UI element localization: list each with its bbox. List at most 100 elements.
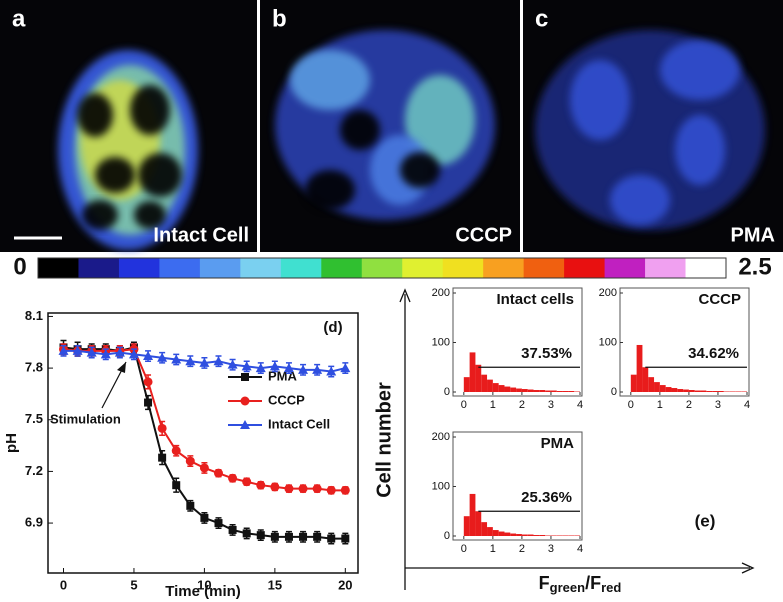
colorbar-cell	[78, 258, 120, 278]
histogram-bar	[463, 377, 470, 392]
x-axis-label-part: /F	[585, 573, 601, 593]
data-point	[284, 532, 293, 541]
x-tick-label: 4	[577, 399, 583, 411]
y-tick-label: 200	[432, 431, 450, 443]
histogram-bar	[492, 530, 499, 536]
micrographs	[0, 0, 783, 252]
histogram-bar	[475, 364, 482, 392]
data-point	[171, 354, 182, 364]
cell-signal	[134, 201, 166, 229]
histogram-bar	[694, 390, 701, 392]
colorbar-cell	[280, 258, 322, 278]
data-point	[114, 347, 125, 357]
data-point	[157, 352, 168, 362]
panel-caption: Intact Cell	[153, 224, 249, 246]
data-point	[256, 531, 265, 540]
data-point	[214, 468, 223, 478]
panel-letter: a	[12, 5, 26, 32]
colorbar-tick: 2.5	[738, 253, 771, 280]
axis-arrow	[405, 562, 755, 574]
y-tick-label: 100	[599, 336, 617, 348]
data-point	[143, 351, 154, 361]
histogram-bar	[648, 377, 655, 392]
data-point	[200, 513, 209, 522]
colorbar-cell	[442, 258, 484, 278]
data-point	[227, 359, 238, 369]
histogram-bar	[516, 388, 522, 392]
histogram-bar	[642, 367, 649, 392]
histogram-bar	[568, 391, 575, 392]
x-axis-label-part: F	[539, 573, 550, 593]
x-tick-label: 0	[628, 399, 634, 411]
data-point	[298, 364, 309, 374]
data-point	[199, 357, 210, 367]
x-tick-label: 4	[744, 399, 750, 411]
y-tick-label: 7.2	[25, 463, 43, 478]
histogram-bar	[504, 532, 511, 536]
y-tick-label: 0	[444, 386, 450, 398]
data-point	[242, 529, 251, 538]
x-tick-label: 4	[577, 543, 583, 555]
colorbar-cell	[685, 258, 727, 278]
histogram-bar	[510, 533, 517, 536]
panel-label: (d)	[323, 319, 342, 336]
cell-signal	[660, 40, 740, 100]
histogram-bar	[683, 389, 689, 392]
data-point	[185, 356, 196, 366]
x-tick-label: 3	[548, 399, 554, 411]
colorbar-tick: 0	[13, 253, 26, 280]
colorbar-cell	[240, 258, 282, 278]
x-tick-label: 2	[686, 399, 692, 411]
data-point	[199, 463, 209, 473]
data-point	[284, 484, 294, 494]
x-axis-label-part: green	[550, 580, 585, 595]
histogram-bar	[469, 352, 476, 392]
data-point	[58, 345, 69, 355]
histogram-bar	[533, 390, 540, 392]
annotation-arrowhead	[117, 362, 126, 373]
cell-signal	[95, 157, 135, 193]
y-tick-label: 0	[444, 530, 450, 542]
colorbar-cell	[38, 258, 79, 278]
cell-signal	[290, 50, 370, 110]
colorbar-frame	[37, 257, 727, 279]
histogram-bar	[671, 388, 678, 392]
colorbar-cell	[402, 258, 444, 278]
histogram-bar	[521, 534, 528, 536]
data-point	[144, 398, 153, 407]
data-point	[312, 484, 322, 494]
panel-letter: c	[535, 5, 548, 32]
cell-signal	[130, 85, 170, 135]
legend-marker	[240, 396, 250, 406]
x-tick-label: 3	[548, 543, 554, 555]
data-point	[326, 366, 337, 376]
histogram-bar	[654, 382, 660, 392]
data-point	[283, 363, 294, 373]
data-point	[128, 349, 139, 359]
x-tick-label: 20	[338, 577, 352, 592]
cell-signal	[82, 200, 118, 230]
x-axis-label: Time (min)	[165, 583, 241, 600]
plot-frame	[47, 312, 359, 574]
data-point	[298, 484, 308, 494]
x-axis-label-part: red	[601, 580, 621, 595]
data-point	[312, 364, 323, 374]
x-tick-label: 2	[519, 543, 525, 555]
histogram-title: CCCP	[698, 291, 741, 308]
colorbar-cell	[361, 258, 403, 278]
data-point	[186, 501, 195, 510]
x-tick-label: 5	[130, 577, 137, 592]
colorbar-cell	[159, 258, 201, 278]
histogram-bar	[492, 383, 499, 392]
colorbar-cell	[523, 258, 565, 278]
axis-arrow	[399, 288, 411, 590]
histogram-bar	[550, 390, 557, 392]
x-tick-label: 1	[490, 399, 496, 411]
legend-label: Intact Cell	[268, 416, 330, 431]
series-line	[63, 346, 346, 540]
panel-caption: CCCP	[455, 224, 512, 246]
histogram-bar	[659, 385, 666, 392]
y-axis-label: pH	[3, 433, 20, 453]
y-tick-label: 200	[599, 287, 617, 299]
colorbar-cell	[118, 258, 160, 278]
